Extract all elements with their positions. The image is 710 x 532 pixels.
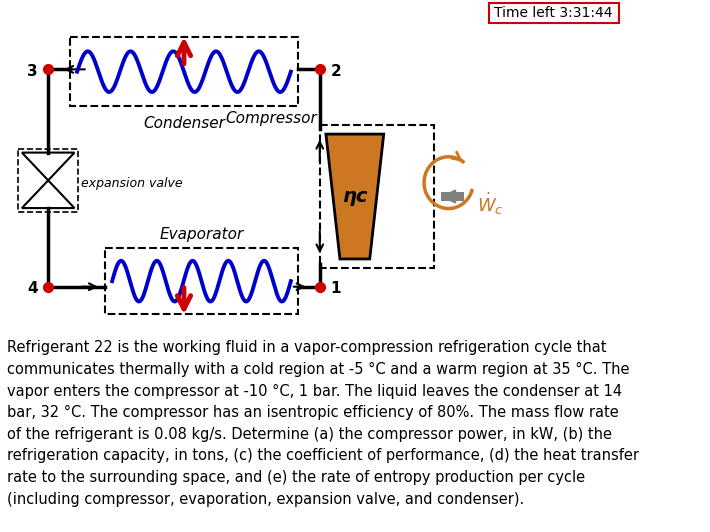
Text: Compressor: Compressor: [225, 111, 317, 126]
Text: 2: 2: [330, 64, 341, 79]
Text: 1: 1: [330, 281, 341, 296]
Text: Evaporator: Evaporator: [159, 227, 244, 243]
Text: Time left 3:31:44: Time left 3:31:44: [494, 6, 613, 20]
Text: expansion valve: expansion valve: [82, 177, 183, 189]
FancyBboxPatch shape: [105, 248, 298, 314]
Text: Condenser: Condenser: [143, 115, 225, 130]
Text: 3: 3: [27, 64, 38, 79]
FancyBboxPatch shape: [18, 149, 78, 212]
Text: $\dot{W}_c$: $\dot{W}_c$: [478, 191, 504, 217]
FancyBboxPatch shape: [70, 37, 298, 106]
FancyBboxPatch shape: [489, 3, 618, 23]
Text: Refrigerant 22 is the working fluid in a vapor-compression refrigeration cycle t: Refrigerant 22 is the working fluid in a…: [7, 340, 639, 506]
Polygon shape: [326, 134, 383, 259]
FancyBboxPatch shape: [441, 192, 464, 201]
Text: ηc: ηc: [342, 187, 368, 206]
Text: 4: 4: [27, 281, 38, 296]
FancyBboxPatch shape: [320, 125, 434, 268]
